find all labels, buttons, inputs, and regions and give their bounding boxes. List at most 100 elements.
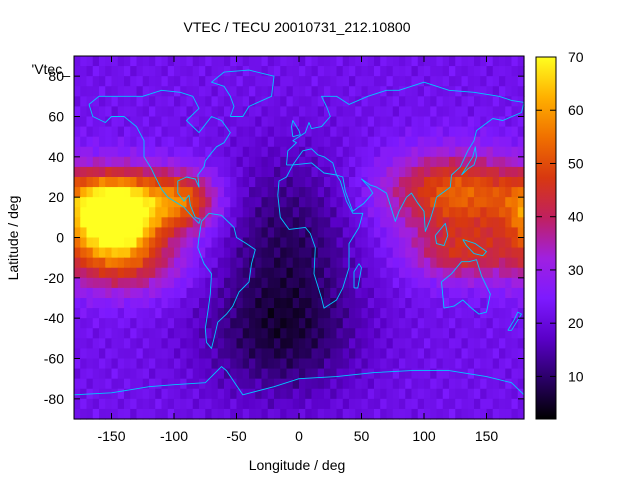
tec-cell: [305, 86, 313, 97]
tec-cell: [261, 368, 269, 380]
tec-cell: [474, 197, 481, 208]
tec-cell: [86, 217, 94, 229]
tec-cell: [149, 146, 156, 158]
tec-cell: [430, 136, 438, 148]
tec-cell: [499, 368, 506, 380]
tec-cell: [92, 217, 100, 229]
tec-cell: [299, 358, 306, 370]
tec-cell: [505, 217, 513, 229]
tec-cell: [386, 217, 394, 229]
tec-cell: [299, 116, 306, 128]
tec-cell: [161, 338, 169, 350]
tec-cell: [505, 298, 513, 309]
tec-cell: [361, 96, 369, 108]
tec-cell: [149, 298, 156, 309]
tec-cell: [305, 187, 313, 198]
tec-cell: [386, 318, 394, 329]
tec-cell: [317, 207, 325, 218]
tec-cell: [249, 237, 256, 249]
tec-cell: [317, 76, 325, 87]
tec-cell: [86, 96, 94, 108]
tec-cell: [255, 106, 263, 118]
tec-cell: [111, 328, 119, 339]
tec-cell: [192, 217, 200, 229]
tec-cell: [142, 146, 150, 158]
tec-cell: [86, 76, 94, 87]
tec-cell: [455, 287, 463, 299]
tec-cell: [92, 388, 100, 400]
tec-cell: [211, 66, 219, 77]
tec-cell: [280, 187, 288, 198]
tec-cell: [255, 247, 263, 259]
tec-cell: [392, 348, 400, 360]
tec-cell: [349, 227, 356, 239]
tec-cell: [367, 106, 375, 118]
tec-cell: [167, 187, 175, 198]
tec-cell: [392, 106, 400, 118]
tec-cell: [399, 388, 406, 400]
tec-cell: [174, 156, 181, 168]
tec-cell: [317, 136, 325, 148]
tec-cell: [492, 277, 500, 289]
tec-cell: [211, 318, 219, 329]
tec-cell: [461, 267, 469, 279]
y-tick-label: -80: [44, 391, 64, 407]
tec-cell: [230, 166, 238, 178]
tec-cell: [424, 358, 431, 370]
tec-cell: [211, 398, 219, 410]
tec-cell: [436, 227, 444, 239]
tec-cell: [192, 116, 200, 128]
tec-cell: [367, 358, 375, 370]
colorbar-tick-label: 30: [568, 262, 584, 278]
tec-cell: [205, 96, 213, 108]
tec-cell: [236, 177, 244, 188]
tec-cell: [236, 126, 244, 138]
tec-cell: [411, 126, 419, 138]
tec-cell: [449, 298, 456, 309]
madagascar-coast: [353, 263, 362, 289]
tec-cell: [117, 287, 125, 299]
tec-cell: [217, 76, 225, 87]
tec-cell: [224, 237, 231, 249]
tec-cell: [336, 247, 344, 259]
tec-cell: [236, 328, 244, 339]
tec-cell: [380, 348, 388, 360]
tec-cell: [324, 277, 331, 289]
tec-cell: [274, 227, 281, 239]
tec-cell: [417, 126, 425, 138]
tec-cell: [86, 197, 94, 208]
tec-cell: [299, 318, 306, 329]
tec-cell: [467, 308, 475, 319]
tec-cell: [342, 398, 350, 410]
tec-cell: [105, 368, 113, 380]
tec-cell: [380, 217, 388, 229]
tec-cell: [511, 398, 519, 410]
tec-cell: [436, 96, 444, 108]
tec-cell: [492, 378, 500, 390]
tec-cell: [261, 56, 269, 67]
tec-cell: [192, 197, 200, 208]
tec-cell: [355, 257, 363, 269]
tec-cell: [324, 106, 331, 118]
tec-cell: [492, 136, 500, 148]
tec-cell: [411, 106, 419, 118]
tec-cell: [286, 378, 294, 390]
tec-cell: [386, 76, 394, 87]
tec-cell: [449, 187, 456, 198]
tec-cell: [224, 177, 231, 188]
tec-cell: [374, 398, 381, 410]
tec-cell: [280, 76, 288, 87]
tec-cell: [361, 388, 369, 400]
tec-cell: [186, 247, 194, 259]
tec-cell: [130, 287, 138, 299]
tec-cell: [486, 166, 494, 178]
tec-cell: [74, 207, 81, 218]
tec-cell: [511, 338, 519, 350]
tec-cell: [174, 207, 181, 218]
tec-cell: [342, 338, 350, 350]
tec-cell: [286, 398, 294, 410]
tec-cell: [267, 197, 275, 208]
tec-cell: [505, 197, 513, 208]
uk-coast: [291, 120, 301, 138]
tec-cell: [180, 358, 188, 370]
